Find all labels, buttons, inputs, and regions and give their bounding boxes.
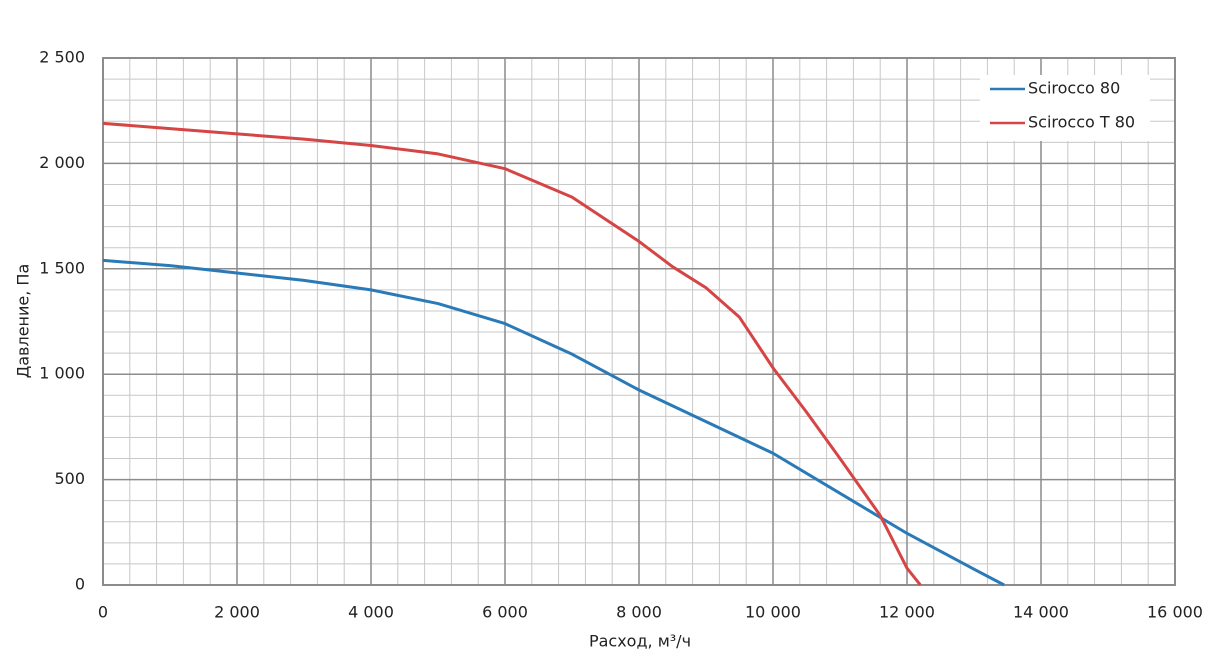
- legend-box: [980, 75, 1150, 141]
- y-tick-label: 500: [54, 469, 85, 488]
- y-axis-title: Давление, Па: [14, 264, 33, 379]
- y-tick-label: 1 000: [39, 364, 85, 383]
- x-tick-label: 8 000: [616, 603, 662, 622]
- x-tick-label: 2 000: [214, 603, 260, 622]
- y-tick-label: 2 500: [39, 48, 85, 67]
- x-tick-label: 6 000: [482, 603, 528, 622]
- x-tick-label: 0: [98, 603, 108, 622]
- legend-label: Scirocco T 80: [1028, 113, 1135, 132]
- plot-frame: [102, 57, 1176, 586]
- x-axis-title: Расход, м³/ч: [589, 632, 691, 651]
- series-line: [102, 258, 1005, 587]
- legend-label: Scirocco 80: [1028, 79, 1120, 98]
- x-tick-label: 16 000: [1147, 603, 1203, 622]
- y-tick-label: 0: [75, 575, 85, 594]
- x-tick-label: 14 000: [1013, 603, 1069, 622]
- y-tick-label: 2 000: [39, 153, 85, 172]
- x-tick-label: 10 000: [745, 603, 801, 622]
- x-tick-label: 4 000: [348, 603, 394, 622]
- y-tick-label: 1 500: [39, 258, 85, 277]
- series-line: [102, 121, 922, 586]
- x-tick-label: 12 000: [879, 603, 935, 622]
